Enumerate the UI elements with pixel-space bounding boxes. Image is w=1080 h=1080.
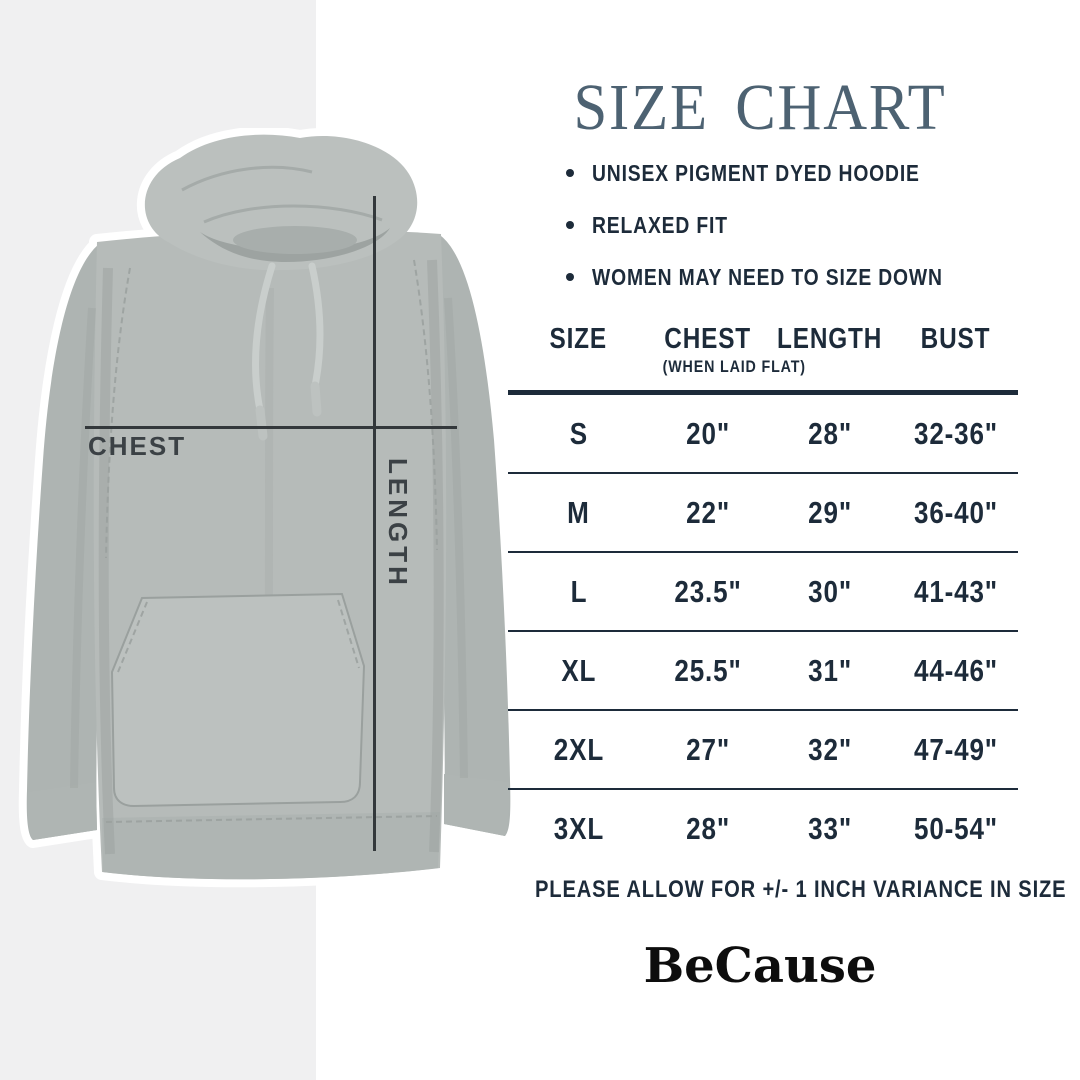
feature-item: WOMEN MAY NEED TO SIZE DOWN <box>566 262 1010 292</box>
cell-chest: 20" <box>686 416 730 451</box>
cell-length: 31" <box>808 653 852 688</box>
drawstrings <box>252 262 324 441</box>
page-title: SIZE CHART <box>573 71 947 144</box>
hoodie-cuff-left <box>27 782 98 840</box>
cell-bust: 47-49" <box>913 732 998 767</box>
length-measurement-line <box>373 196 376 851</box>
drawstring-left-aglet <box>255 405 268 441</box>
drawstring-left <box>252 262 276 414</box>
variance-note: PLEASE ALLOW FOR +/- 1 INCH VARIANCE IN … <box>535 876 1067 903</box>
cell-chest: 22" <box>686 495 730 530</box>
table-header-row: SIZE CHEST LENGTH BUST <box>508 320 1018 358</box>
table-row: XL 25.5" 31" 44-46" <box>508 630 1018 709</box>
cell-chest: 23.5" <box>674 574 742 609</box>
cell-length: 33" <box>808 811 852 846</box>
cell-size: 2XL <box>553 732 604 767</box>
column-header-size: SIZE <box>549 323 608 355</box>
feature-item: UNISEX PIGMENT DYED HOODIE <box>566 158 1010 188</box>
feature-label: WOMEN MAY NEED TO SIZE DOWN <box>592 264 943 290</box>
cell-size: S <box>569 416 588 451</box>
table-row: S 20" 28" 32-36" <box>508 395 1018 472</box>
hoodie-pocket <box>110 592 366 808</box>
chest-measurement-line <box>85 426 457 429</box>
table-header-rule <box>508 390 1018 395</box>
cell-bust: 50-54" <box>913 811 998 846</box>
cell-chest: 28" <box>686 811 730 846</box>
bullet-icon <box>566 168 574 177</box>
table-subheader-row: (WHEN LAID FLAT) <box>508 356 1018 378</box>
bullet-icon <box>566 272 574 281</box>
cell-bust: 41-43" <box>913 574 998 609</box>
table-row: 3XL 28" 33" 50-54" <box>508 788 1018 867</box>
brand-logo: BeCause <box>643 938 877 994</box>
cell-bust: 32-36" <box>913 416 998 451</box>
length-measurement-label: LENGTH <box>383 458 413 589</box>
cell-size: M <box>567 495 590 530</box>
table-row: 2XL 27" 32" 47-49" <box>508 709 1018 788</box>
column-header-bust: BUST <box>920 323 991 355</box>
hood-interior <box>200 228 390 262</box>
cell-size: L <box>570 574 587 609</box>
drawstring-right <box>308 262 324 390</box>
hoodie-cuff-right <box>444 774 510 836</box>
neck-opening <box>233 226 357 254</box>
cell-length: 32" <box>808 732 852 767</box>
cell-chest: 27" <box>686 732 730 767</box>
feature-label: UNISEX PIGMENT DYED HOODIE <box>592 160 920 186</box>
feature-list: UNISEX PIGMENT DYED HOODIE RELAXED FIT W… <box>566 158 1010 314</box>
table-row: L 23.5" 30" 41-43" <box>508 551 1018 630</box>
table-row: M 22" 29" 36-40" <box>508 472 1018 551</box>
chest-subnote: (WHEN LAID FLAT) <box>662 357 806 376</box>
column-header-chest: CHEST <box>664 323 752 355</box>
size-table: SIZE CHEST LENGTH BUST (WHEN LAID FLAT) … <box>508 320 1018 867</box>
chest-measurement-label: CHEST <box>88 431 187 461</box>
cell-bust: 36-40" <box>913 495 998 530</box>
hoodie-illustration <box>18 126 519 888</box>
cell-length: 28" <box>808 416 852 451</box>
bullet-icon <box>566 220 574 229</box>
feature-label: RELAXED FIT <box>592 212 728 238</box>
cell-bust: 44-46" <box>913 653 998 688</box>
drawstring-right-aglet <box>310 381 322 417</box>
hoodie-photo <box>0 126 545 903</box>
cell-size: 3XL <box>553 811 604 846</box>
cell-length: 29" <box>808 495 852 530</box>
cell-length: 30" <box>808 574 852 609</box>
stitch-seams <box>105 259 438 823</box>
feature-item: RELAXED FIT <box>566 210 1010 240</box>
hoodie-hem-band <box>102 812 440 880</box>
column-header-length: LENGTH <box>777 323 883 355</box>
hood-folds <box>181 165 383 224</box>
cell-size: XL <box>561 653 596 688</box>
cell-chest: 25.5" <box>674 653 742 688</box>
